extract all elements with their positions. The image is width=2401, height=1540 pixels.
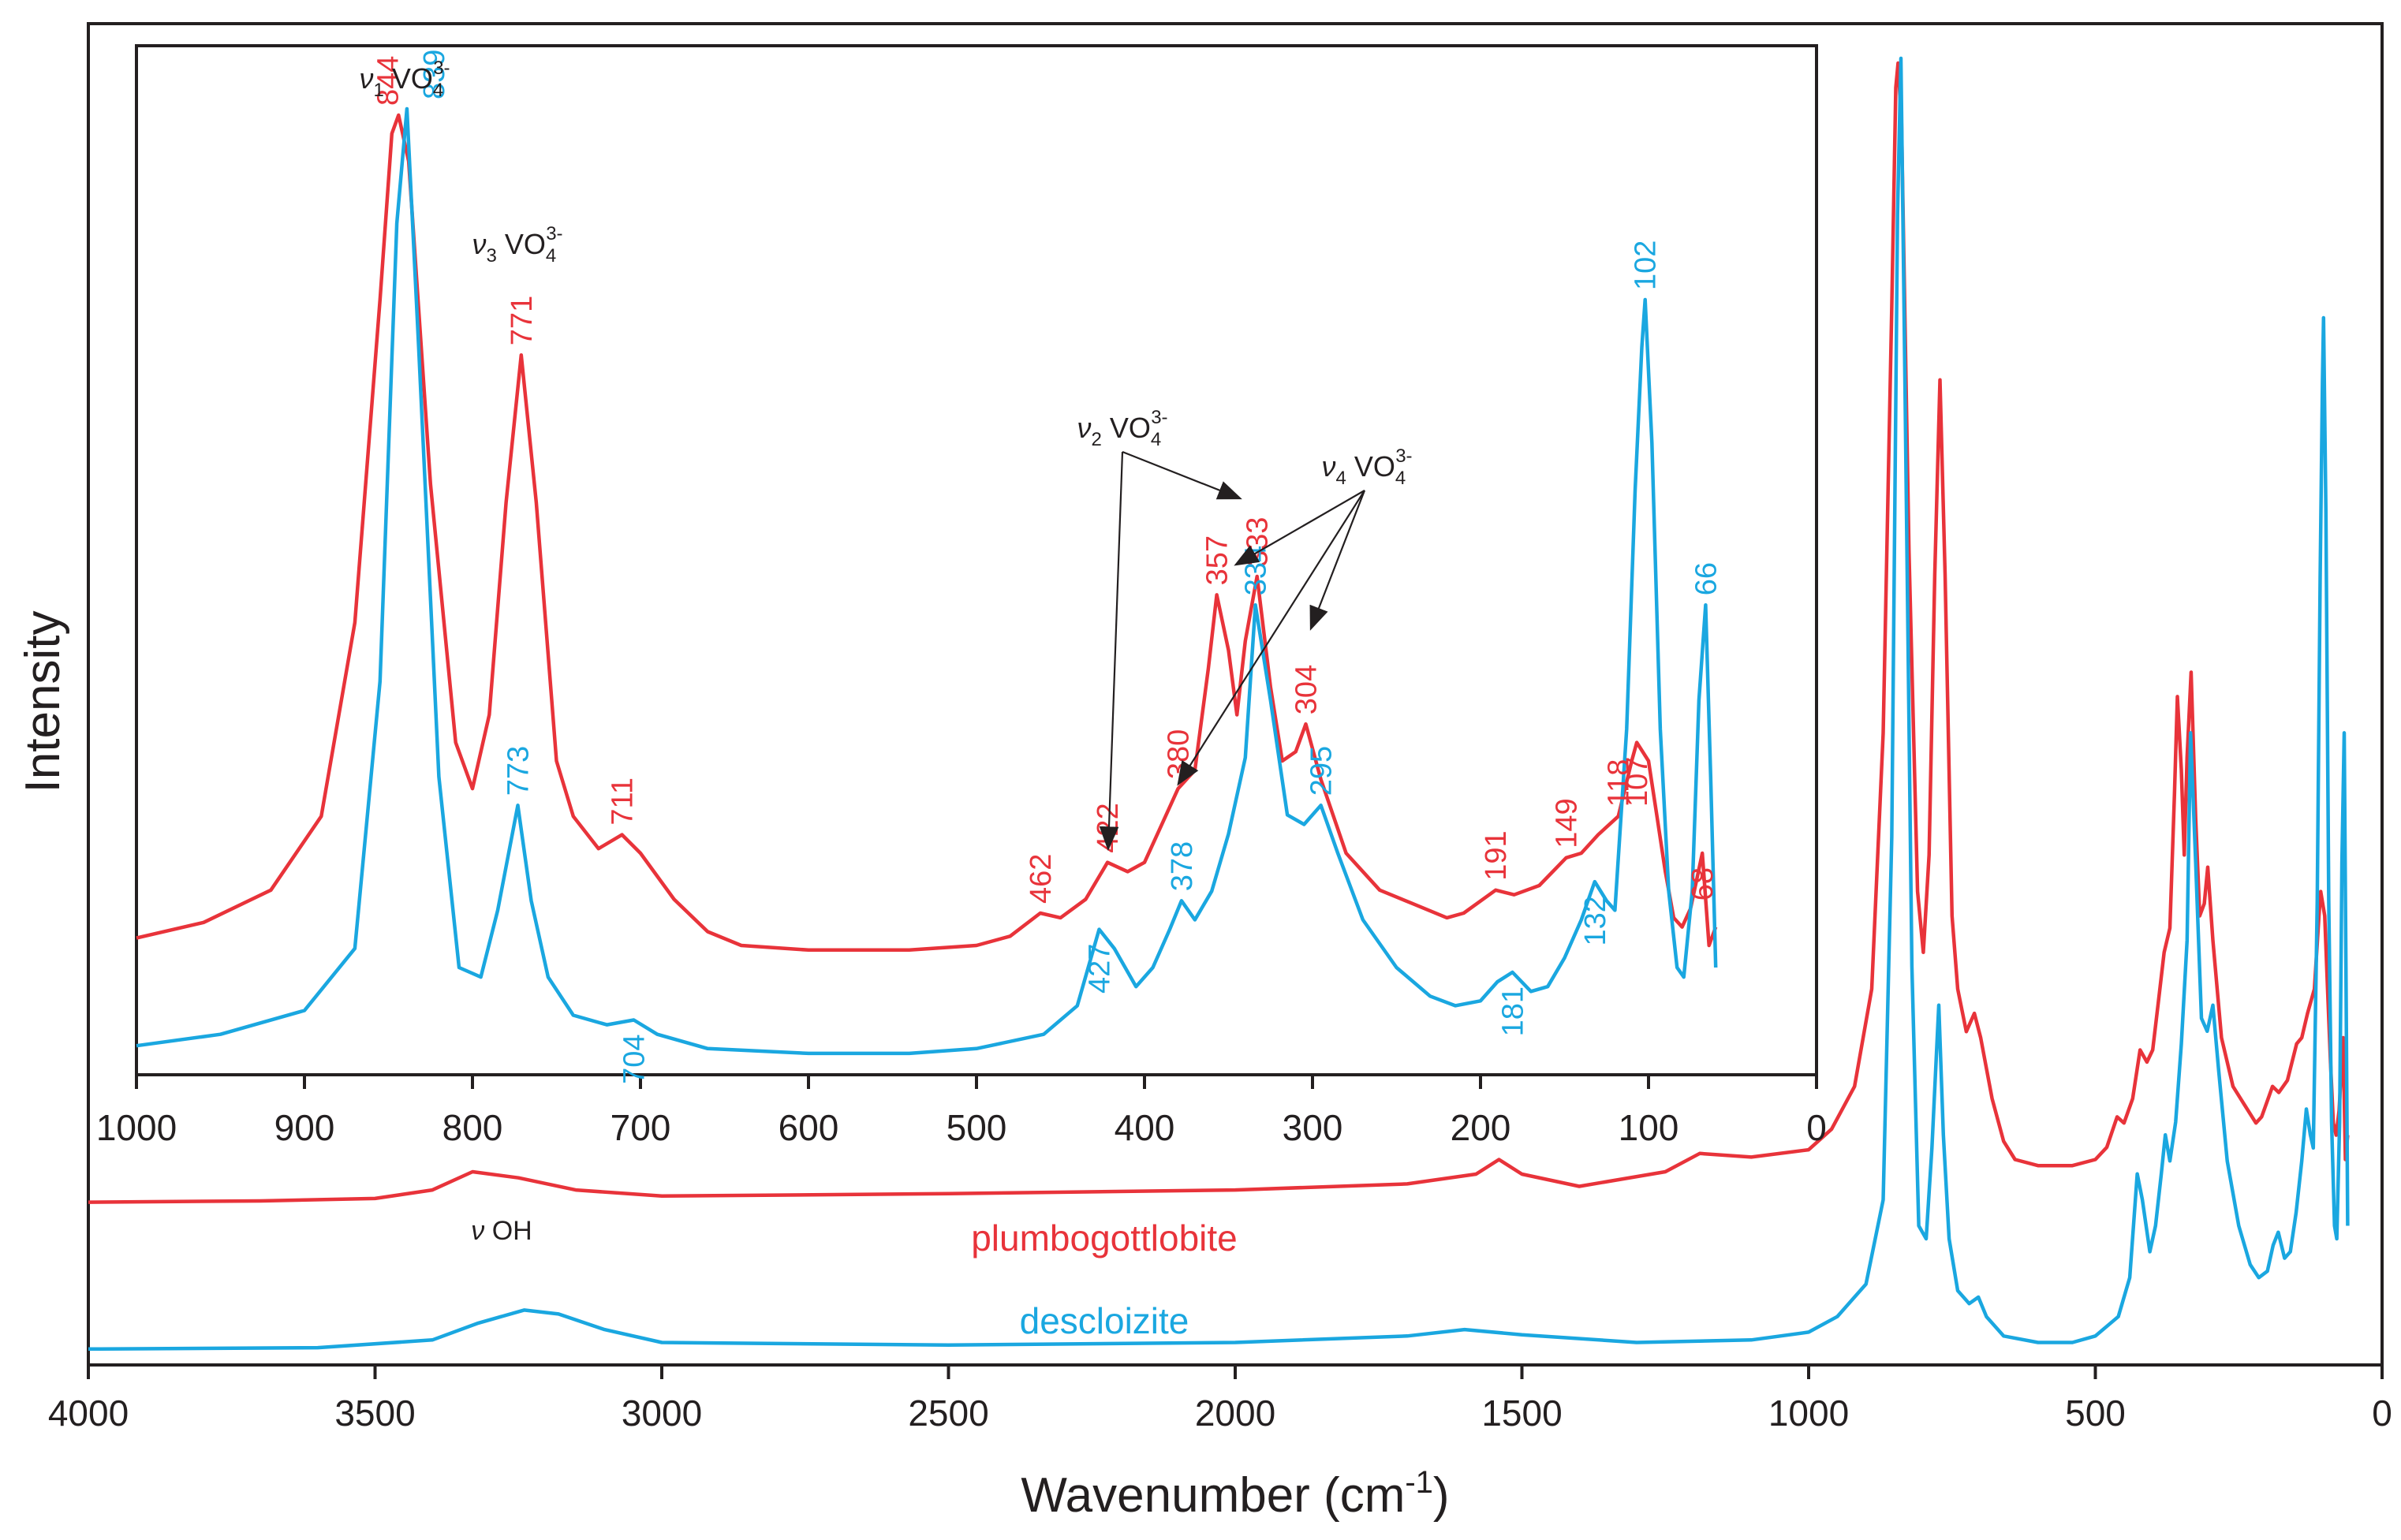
peak-label-plumbogottlobite-107: 107 [1621, 757, 1654, 807]
mode-label-v2: ν2 VO43- [1077, 407, 1167, 450]
inset-plot: 1000 900 800 700 600 500 400 300 200 100 0 844 8397… [96, 44, 1827, 1148]
peak-label-plumbogottlobite-191: 191 [1480, 830, 1513, 880]
inset-x-tick-label: 0 [1806, 1107, 1827, 1148]
peak-label-descloizite-773: 773 [502, 746, 536, 796]
main-plot: 4000 3500 3000 2500 2000 1500 1000 500 0 Intensi… [16, 22, 2392, 1523]
peak-label-descloizite-427: 427 [1084, 944, 1117, 994]
inset-x-tick-label: 700 [611, 1107, 671, 1148]
inset-x-tick-label: 400 [1115, 1107, 1175, 1148]
main-x-tick-label: 3000 [622, 1393, 702, 1434]
peak-label-descloizite-378: 378 [1166, 841, 1199, 891]
peak-label-descloizite-295: 295 [1305, 746, 1339, 796]
inset-x-tick-label: 100 [1619, 1107, 1679, 1148]
main-x-tick-label: 3500 [334, 1393, 415, 1434]
peak-label-descloizite-839: 839 [418, 50, 451, 99]
main-x-tick-label: 2000 [1195, 1393, 1275, 1434]
peak-label-plumbogottlobite-844: 844 [372, 56, 405, 106]
main-x-tick-label: 1500 [1481, 1393, 1562, 1434]
mode-label-v3: ν3 VO43- [472, 223, 562, 267]
peak-label-plumbogottlobite-711: 711 [607, 777, 640, 826]
peak-label-descloizite-181: 181 [1497, 986, 1530, 1036]
inset-plot-frame [135, 44, 1818, 1076]
mode-label-v4: ν4 VO43- [1321, 446, 1412, 489]
mode-label-v1: ν1 VO43- [359, 58, 450, 101]
peak-label-plumbogottlobite-149: 149 [1551, 798, 1584, 848]
peak-label-plumbogottlobite-357: 357 [1201, 535, 1234, 585]
peak-label-descloizite-66: 66 [1690, 562, 1723, 595]
annotation-v-oh: ν OH [471, 1216, 532, 1246]
inset-series-plumbogottlobite [136, 113, 1718, 953]
main-x-tick-label: 1000 [1768, 1393, 1849, 1434]
inset-x-tick-label: 500 [947, 1107, 1007, 1148]
main-series-descloizite [88, 56, 2350, 1352]
mode-arrow-v4-357 [1234, 490, 1365, 566]
peak-label-plumbogottlobite-380: 380 [1163, 729, 1196, 779]
main-x-tick-label: 4000 [48, 1393, 129, 1434]
y-axis-label: Intensity [16, 611, 70, 793]
peak-label-descloizite-704: 704 [618, 1035, 652, 1084]
inset-x-tick-label: 600 [779, 1107, 839, 1148]
main-x-tick-label: 2500 [908, 1393, 988, 1434]
inset-x-tick-label: 900 [274, 1107, 335, 1148]
series-label-descloizite: descloizite [1020, 1300, 1189, 1341]
inset-x-tick-label: 200 [1451, 1107, 1511, 1148]
mode-arrow-v4-304 [1309, 490, 1366, 631]
peak-label-descloizite-102: 102 [1630, 241, 1663, 290]
peak-label-plumbogottlobite-771: 771 [506, 296, 539, 345]
main-x-axis: 4000 3500 3000 2500 2000 1500 1000 500 0 [48, 1365, 2392, 1434]
x-axis-label: Wavenumber (cm-1) [1021, 1465, 1449, 1523]
peak-label-descloizite-132: 132 [1579, 896, 1612, 945]
mode-arrow-v2-422 [1099, 451, 1124, 852]
inset-series-descloizite [136, 106, 1718, 1056]
main-x-tick-label: 500 [2065, 1393, 2126, 1434]
inset-x-axis: 1000 900 800 700 600 500 400 300 200 100 0 [96, 1075, 1827, 1148]
mode-arrow-v2-333 [1122, 450, 1242, 500]
inset-x-tick-label: 1000 [96, 1107, 177, 1148]
peak-label-plumbogottlobite-68: 68 [1686, 867, 1720, 901]
peak-label-plumbogottlobite-118: 118 [1603, 759, 1636, 807]
main-series-plumbogottlobite [88, 61, 2350, 1204]
inset-x-tick-label: 300 [1283, 1107, 1343, 1148]
series-label-plumbogottlobite: plumbogottlobite [971, 1217, 1238, 1258]
main-series-group [88, 56, 2350, 1352]
inset-mode-labels: ν1 VO43- ν3 VO43- ν2 VO43- ν4 VO43- [359, 58, 1413, 852]
main-x-tick-label: 0 [2372, 1393, 2392, 1434]
inset-x-tick-label: 800 [442, 1107, 503, 1148]
inset-series-group [136, 106, 1718, 1056]
peak-label-plumbogottlobite-304: 304 [1290, 665, 1324, 714]
mode-arrow-v4-380 [1177, 490, 1365, 786]
peak-label-plumbogottlobite-462: 462 [1025, 854, 1058, 904]
